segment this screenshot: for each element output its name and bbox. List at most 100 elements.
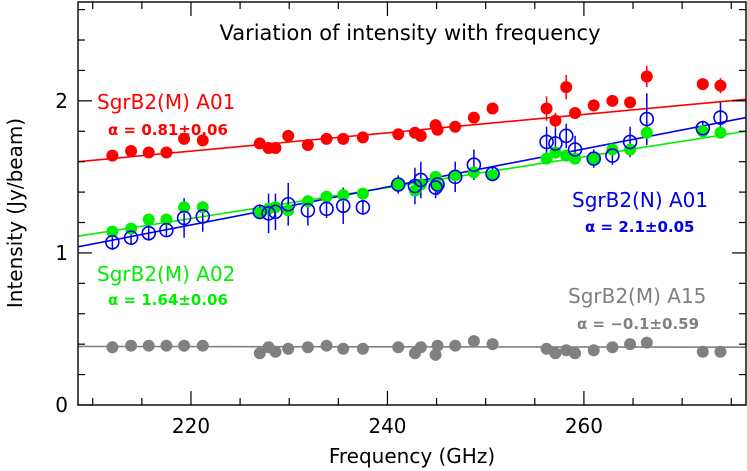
- alpha-label-n-a01: α = 2.1±0.05: [585, 218, 694, 236]
- series-label-n-a01: SgrB2(N) A01: [572, 188, 708, 212]
- data-point-sgrb2-m-a02: [587, 152, 600, 165]
- y-tick-label: 1: [55, 241, 68, 265]
- data-point-sgrb2-m-a15: [696, 345, 709, 358]
- data-point-sgrb2-m-a15: [624, 338, 637, 351]
- x-tick-label: 220: [172, 414, 210, 438]
- data-point-sgrb2-m-a15: [392, 341, 405, 354]
- data-point-sgrb2-n-a01: [539, 134, 554, 150]
- data-point-sgrb2-n-a01: [713, 110, 728, 125]
- data-point-sgrb2-m-a02: [269, 201, 282, 214]
- data-point-sgrb2-m-a02: [160, 213, 173, 226]
- data-point-sgrb2-n-a01: [485, 166, 500, 182]
- data-point-sgrb2-m-a02: [106, 225, 119, 238]
- data-point-sgrb2-m-a01: [125, 145, 138, 158]
- alpha-label-m-a02: α = 1.64±0.06: [108, 291, 228, 309]
- data-point-sgrb2-n-a01: [335, 198, 351, 214]
- data-point-sgrb2-m-a02: [337, 189, 350, 202]
- data-point-sgrb2-n-a01: [447, 169, 463, 185]
- data-point-sgrb2-n-a01: [159, 222, 174, 238]
- data-point-sgrb2-n-a01: [413, 172, 429, 188]
- data-point-sgrb2-m-a15: [587, 344, 600, 357]
- data-point-sgrb2-n-a01: [622, 134, 638, 150]
- data-point-sgrb2-m-a15: [356, 342, 369, 355]
- data-point-sgrb2-m-a15: [337, 342, 350, 355]
- data-point-sgrb2-m-a01: [253, 137, 266, 150]
- data-point-sgrb2-n-a01: [466, 157, 482, 173]
- data-point-sgrb2-m-a02: [392, 178, 405, 191]
- data-point-sgrb2-m-a02: [467, 166, 480, 179]
- data-point-sgrb2-m-a01: [624, 96, 637, 109]
- data-point-sgrb2-n-a01: [428, 180, 443, 195]
- data-point-sgrb2-m-a01: [337, 132, 350, 145]
- data-point-sgrb2-m-a01: [301, 138, 314, 151]
- data-point-sgrb2-n-a01: [123, 230, 139, 246]
- data-point-sgrb2-m-a15: [106, 341, 119, 354]
- data-point-sgrb2-m-a01: [569, 107, 582, 120]
- data-point-sgrb2-m-a01: [282, 129, 295, 142]
- x-tick-label: 260: [565, 414, 603, 438]
- data-point-sgrb2-m-a02: [540, 152, 553, 165]
- y-axis-label: Intensity (Jy/beam): [3, 118, 27, 308]
- data-point-sgrb2-n-a01: [639, 111, 655, 127]
- data-point-sgrb2-n-a01: [605, 148, 620, 163]
- data-point-sgrb2-m-a02: [178, 201, 191, 214]
- data-point-sgrb2-m-a15: [269, 345, 282, 358]
- data-point-sgrb2-m-a15: [301, 341, 314, 354]
- data-point-sgrb2-n-a01: [319, 201, 334, 217]
- data-point-sgrb2-m-a01: [160, 146, 173, 159]
- data-point-sgrb2-n-a01: [280, 196, 296, 212]
- data-point-sgrb2-m-a15: [253, 347, 266, 360]
- data-point-sgrb2-n-a01: [558, 128, 574, 144]
- data-point-sgrb2-m-a01: [540, 102, 553, 115]
- series-label-m-a02: SgrB2(M) A02: [97, 262, 235, 286]
- x-axis-label: Frequency (GHz): [329, 444, 495, 468]
- data-point-sgrb2-m-a01: [106, 149, 119, 162]
- data-point-sgrb2-m-a01: [178, 132, 191, 145]
- data-point-sgrb2-m-a01: [587, 99, 600, 112]
- data-point-sgrb2-n-a01: [268, 204, 283, 220]
- data-point-sgrb2-m-a02: [624, 143, 637, 156]
- data-point-sgrb2-m-a01: [606, 94, 619, 107]
- data-point-sgrb2-m-a15: [714, 345, 727, 358]
- data-point-sgrb2-m-a15: [569, 347, 582, 360]
- data-point-sgrb2-m-a15: [449, 339, 462, 352]
- data-point-sgrb2-m-a02: [640, 126, 653, 139]
- data-point-sgrb2-n-a01: [261, 206, 276, 221]
- data-point-sgrb2-m-a01: [696, 78, 709, 91]
- data-point-sgrb2-n-a01: [390, 177, 406, 192]
- data-point-sgrb2-m-a15: [640, 336, 653, 349]
- data-point-sgrb2-m-a01: [640, 70, 653, 83]
- data-point-sgrb2-m-a15: [549, 347, 562, 360]
- data-point-sgrb2-m-a01: [560, 81, 573, 94]
- y-tick-label: 0: [55, 393, 68, 417]
- data-point-sgrb2-m-a01: [392, 128, 405, 141]
- series-label-m-a15: SgrB2(M) A15: [568, 284, 706, 308]
- series-label-m-a01: SgrB2(M) A01: [97, 90, 235, 114]
- data-points: [105, 70, 728, 361]
- data-point-sgrb2-m-a02: [449, 169, 462, 182]
- x-tick-label: 240: [368, 414, 406, 438]
- data-point-sgrb2-m-a15: [486, 338, 499, 351]
- data-point-sgrb2-m-a15: [178, 339, 191, 352]
- data-point-sgrb2-m-a01: [714, 79, 727, 92]
- data-point-sgrb2-m-a01: [549, 114, 562, 127]
- data-point-sgrb2-m-a15: [160, 339, 173, 352]
- data-point-sgrb2-m-a01: [142, 146, 155, 159]
- data-point-sgrb2-n-a01: [695, 120, 711, 136]
- data-point-sgrb2-m-a15: [320, 339, 333, 352]
- data-point-sgrb2-m-a02: [142, 213, 155, 226]
- data-point-sgrb2-n-a01: [252, 204, 268, 220]
- data-point-sgrb2-m-a01: [486, 102, 499, 115]
- data-point-sgrb2-m-a01: [414, 129, 427, 142]
- data-point-sgrb2-m-a01: [431, 123, 444, 136]
- data-point-sgrb2-n-a01: [567, 142, 583, 157]
- data-point-sgrb2-m-a15: [414, 341, 427, 354]
- data-point-sgrb2-m-a01: [196, 134, 209, 147]
- data-point-sgrb2-m-a15: [142, 339, 155, 352]
- data-point-sgrb2-n-a01: [548, 136, 563, 151]
- data-point-sgrb2-m-a15: [540, 342, 553, 355]
- data-point-sgrb2-n-a01: [586, 151, 602, 166]
- data-point-sgrb2-m-a02: [320, 190, 333, 203]
- data-point-sgrb2-m-a15: [125, 339, 138, 352]
